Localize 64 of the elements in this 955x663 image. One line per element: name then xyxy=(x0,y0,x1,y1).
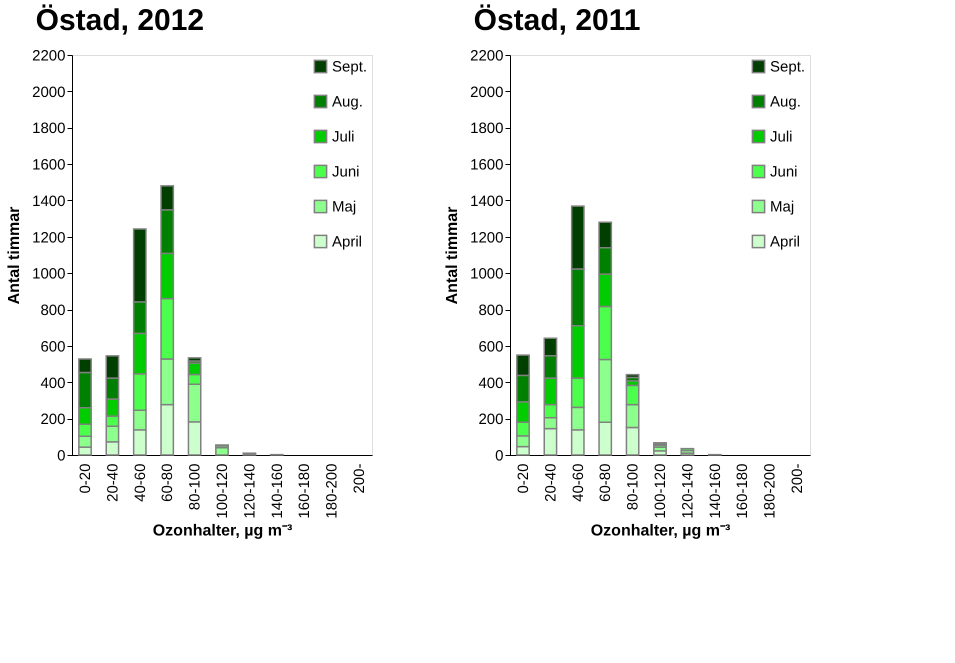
x-tick-label: 60-80 xyxy=(159,464,176,502)
y-tick-label: 1000 xyxy=(32,266,66,283)
y-tick-label: 1200 xyxy=(470,229,504,246)
y-tick-label: 1600 xyxy=(32,156,66,174)
legend-label: Aug. xyxy=(770,94,801,110)
y-tick-label: 1400 xyxy=(32,192,66,210)
y-axis-title: Antal timmar xyxy=(444,206,462,304)
legend-label: Juni xyxy=(332,164,360,180)
x-tick-label: 100-120 xyxy=(652,464,669,519)
x-tick-label: 200- xyxy=(788,464,806,494)
y-tick-label: 800 xyxy=(478,302,504,320)
x-tick-label: 140-160 xyxy=(268,464,286,519)
x-tick-label: 60-80 xyxy=(597,464,614,502)
y-tick-label: 2000 xyxy=(32,84,66,101)
chart-title: Östad, 2011 xyxy=(474,4,640,37)
y-tick-label: 0 xyxy=(495,448,504,464)
x-tick-label: 120-140 xyxy=(679,464,696,519)
legend-label: Juli xyxy=(770,128,793,146)
y-tick-label: 400 xyxy=(40,374,66,392)
y-tick-label: 200 xyxy=(478,411,504,428)
y-tick-label: 400 xyxy=(478,374,504,392)
y-tick-label: 1600 xyxy=(470,156,504,174)
y-tick-label: 0 xyxy=(57,448,66,464)
legend-label: Aug. xyxy=(332,94,363,110)
x-tick-label: 80-100 xyxy=(186,464,204,510)
x-axis-title: Ozonhalter, µg m⁻³ xyxy=(590,522,730,540)
x-tick-label: 40-60 xyxy=(132,464,149,502)
legend-label: Sept. xyxy=(332,58,368,76)
legend-label: Maj xyxy=(770,198,794,216)
y-tick-label: 1200 xyxy=(32,229,66,246)
x-tick-label: 100-120 xyxy=(214,464,231,519)
legend-label: Juni xyxy=(770,164,798,180)
x-tick-label: 20-40 xyxy=(542,464,560,502)
x-tick-label: 80-100 xyxy=(624,464,642,510)
y-tick-label: 2200 xyxy=(32,48,66,64)
y-tick-label: 2000 xyxy=(470,84,504,101)
x-tick-label: 40-60 xyxy=(570,464,587,502)
legend-label: Juli xyxy=(332,128,355,146)
x-tick-label: 120-140 xyxy=(241,464,258,519)
legend-label: April xyxy=(770,234,800,250)
y-axis-title: Antal timmar xyxy=(6,206,24,304)
x-tick-label: 0-20 xyxy=(77,464,94,494)
y-tick-label: 800 xyxy=(40,302,66,320)
y-tick-label: 1000 xyxy=(470,266,504,283)
x-tick-label: 0-20 xyxy=(515,464,532,494)
y-tick-label: 1800 xyxy=(470,120,504,138)
legend-label: Maj xyxy=(332,198,356,216)
x-tick-label: 20-40 xyxy=(104,464,122,502)
y-tick-label: 1400 xyxy=(470,192,504,210)
x-tick-label: 160-180 xyxy=(296,464,314,519)
x-tick-label: 180-200 xyxy=(324,464,341,519)
chart-title: Östad, 2012 xyxy=(36,4,204,37)
y-tick-label: 200 xyxy=(40,411,66,428)
y-tick-label: 600 xyxy=(40,338,66,356)
x-axis-title: Ozonhalter, µg m⁻³ xyxy=(152,522,292,540)
x-tick-label: 200- xyxy=(350,464,368,494)
y-tick-label: 1800 xyxy=(32,120,66,138)
x-tick-label: 140-160 xyxy=(706,464,724,519)
legend-label: Sept. xyxy=(770,58,806,76)
legend-label: April xyxy=(332,234,362,250)
x-tick-label: 160-180 xyxy=(734,464,752,519)
x-tick-label: 180-200 xyxy=(762,464,779,519)
y-tick-label: 600 xyxy=(478,338,504,356)
y-tick-label: 2200 xyxy=(470,48,504,64)
